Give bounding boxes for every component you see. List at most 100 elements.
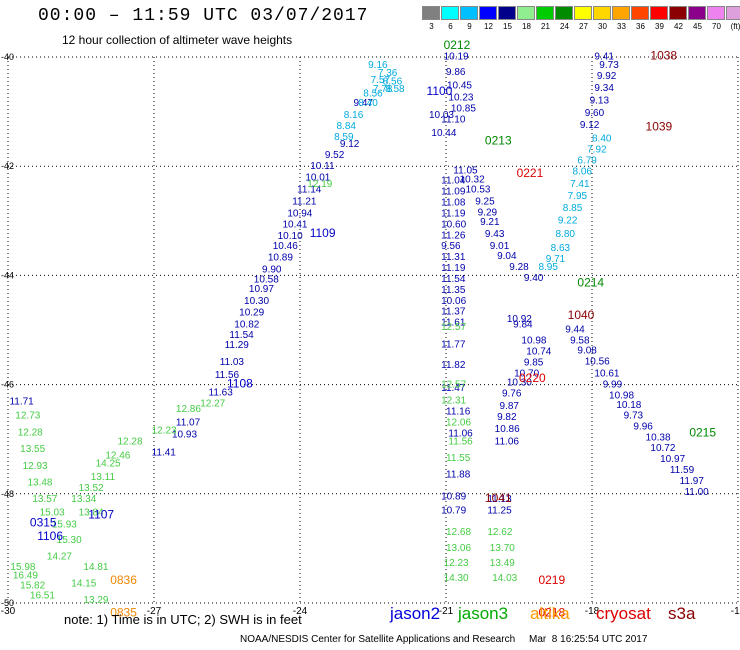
wave-value-jason3-19: 14.15 xyxy=(71,579,96,590)
scale-swatch-4 xyxy=(498,6,516,20)
wave-value-jason2-light-14: 8.06 xyxy=(573,166,593,177)
wave-value-jason2-55: 11.19 xyxy=(441,263,466,274)
wave-value-jason2-98: 9.73 xyxy=(624,410,644,421)
wave-value-jason2-74: 10.70 xyxy=(514,368,539,379)
wave-value-jason3-12: 15.82 xyxy=(20,580,45,591)
scale-swatch-14 xyxy=(688,6,706,20)
wave-value-jason2-72: 10.74 xyxy=(526,347,551,358)
wave-value-jason3-5: 13.57 xyxy=(32,494,57,505)
wave-value-jason2-light-22: 8.95 xyxy=(538,262,558,273)
wave-value-jason2-39: 9.25 xyxy=(475,196,495,207)
pass-time-labels: 0212 1100 0213 0221 1109 0214 1040 0220 1108 0215… xyxy=(30,38,716,620)
pass-time-1106: 1106 xyxy=(37,529,63,543)
wave-value-jason2-61: 11.77 xyxy=(441,339,466,350)
x-tick-label-2: -24 xyxy=(293,606,308,617)
wave-value-jason3-9: 14.27 xyxy=(47,551,72,562)
scale-label-13: 42 xyxy=(674,22,683,31)
wave-value-jason3-30: 12.27 xyxy=(200,398,225,409)
wave-value-jason3-32: 12.57 xyxy=(441,322,466,333)
wave-value-jason2-14: 10.58 xyxy=(254,274,279,285)
wave-value-jason2-62: 11.82 xyxy=(441,360,466,371)
wave-value-jason2-6: 11.56 xyxy=(215,370,240,381)
color-scale-swatches xyxy=(422,6,740,20)
scale-swatch-9 xyxy=(593,6,611,20)
wave-value-jason2-light-6: 8.56 xyxy=(363,88,383,99)
wave-value-jason2-28: 10.19 xyxy=(444,52,469,63)
wave-value-jason2-48: 11.09 xyxy=(441,187,466,198)
wave-value-jason3-37: 11.55 xyxy=(446,453,471,464)
satellite-legend-cryosat: cryosat xyxy=(596,604,651,623)
scale-label-9: 30 xyxy=(598,22,607,31)
wave-value-jason2-46: 9.40 xyxy=(524,273,544,284)
wave-value-jason2-2: 11.07 xyxy=(176,418,201,429)
wave-value-jason2-90: 9.44 xyxy=(565,325,585,336)
scale-swatch-2 xyxy=(460,6,478,20)
scale-swatch-6 xyxy=(536,6,554,20)
wave-value-jason3-45: 14.03 xyxy=(492,573,517,584)
map-title: 00:00 – 11:59 UTC 03/07/2017 xyxy=(38,6,369,26)
wave-value-jason2-100: 10.38 xyxy=(646,432,671,443)
satellite-legend-s3a: s3a xyxy=(668,604,696,623)
wave-value-jason2-105: 11.00 xyxy=(684,487,709,498)
x-tick-label-0: -30 xyxy=(1,606,16,617)
wave-value-jason2-33: 11.10 xyxy=(441,115,466,126)
pass-time-0220: 0220 xyxy=(519,371,546,385)
wave-value-jason2-light-11: 8.40 xyxy=(592,134,612,145)
wave-value-jason2-69: 10.92 xyxy=(507,314,532,325)
wave-value-jason2-light-17: 8.85 xyxy=(563,203,583,214)
scale-label-10: 33 xyxy=(617,22,626,31)
wave-value-jason2-81: 11.13 xyxy=(487,494,512,505)
wave-value-jason2-87: 9.13 xyxy=(590,95,610,106)
pass-time-0836: 0836 xyxy=(110,573,137,587)
wave-value-jason2-89: 9.12 xyxy=(580,120,600,131)
wave-value-jason2-41: 9.21 xyxy=(480,217,500,228)
wave-value-jason3-44: 13.49 xyxy=(490,558,515,569)
wave-value-jason2-84: 9.73 xyxy=(599,60,619,71)
wave-value-jason2-27: 9.47 xyxy=(354,98,374,109)
pass-time-1108: 1108 xyxy=(227,376,253,390)
wave-value-jason3-21: 13.84 xyxy=(79,508,104,519)
pass-time-0215: 0215 xyxy=(689,425,716,439)
wave-value-jason2-77: 9.87 xyxy=(500,401,520,412)
pass-time-0218: 0218 xyxy=(538,606,565,620)
scale-label-8: 27 xyxy=(579,22,588,31)
wave-value-jason2-92: 9.08 xyxy=(577,345,597,356)
wave-value-jason2-light-0: 9.16 xyxy=(368,60,388,71)
wave-value-jason2-light-4: 7.78 xyxy=(373,84,393,95)
scale-swatch-10 xyxy=(612,6,630,20)
wave-value-jason2-68: 10.79 xyxy=(441,505,466,516)
wave-value-jason3-36: 11.56 xyxy=(448,437,473,448)
wave-value-jason3-39: 13.06 xyxy=(446,543,471,554)
wave-value-jason3-18: 13.29 xyxy=(83,595,108,606)
wave-value-jason2-light-3: 8.56 xyxy=(383,76,403,87)
wave-value-jason2-32: 10.85 xyxy=(451,104,476,115)
wave-value-jason3-38: 12.68 xyxy=(446,527,471,538)
wave-value-jason2-103: 11.59 xyxy=(670,465,695,476)
scale-label-2: 9 xyxy=(467,22,472,31)
wave-value-jason3-26: 12.46 xyxy=(105,450,130,461)
wave-value-jason2-101: 10.72 xyxy=(650,443,675,454)
wave-value-jason2-64: 11.16 xyxy=(446,407,471,418)
scale-swatch-15 xyxy=(707,6,725,20)
wave-value-jason2-71: 10.98 xyxy=(521,336,546,347)
wave-value-jason2-102: 10.97 xyxy=(660,454,685,465)
scale-label-0: 3 xyxy=(429,22,434,31)
wave-value-jason2-86: 9.34 xyxy=(594,83,614,94)
wave-value-jason3-1: 12.28 xyxy=(18,427,43,438)
wave-value-jason3-2: 13.55 xyxy=(20,444,45,455)
wave-value-jason2-47: 11.04 xyxy=(441,176,466,187)
wave-value-jason2-16: 10.89 xyxy=(268,253,293,264)
scale-label-4: 15 xyxy=(503,22,512,31)
wave-value-jason3-35: 12.06 xyxy=(446,418,471,429)
wave-value-jason2-22: 11.14 xyxy=(297,184,322,195)
wave-value-jason2-17: 10.46 xyxy=(273,241,298,252)
wave-value-jason2-37: 10.32 xyxy=(460,175,485,186)
wave-value-jason2-light-15: 7.41 xyxy=(570,179,590,190)
wave-value-jason2-25: 9.52 xyxy=(325,150,345,161)
pass-time-0214: 0214 xyxy=(577,275,604,289)
wave-value-jason3-42: 12.62 xyxy=(487,527,512,538)
wave-value-jason2-38: 10.53 xyxy=(465,184,490,195)
wave-value-jason3-28: 12.23 xyxy=(152,426,177,437)
pass-time-1107: 1107 xyxy=(88,507,114,521)
wave-value-jason3-24: 13.11 xyxy=(91,472,116,483)
